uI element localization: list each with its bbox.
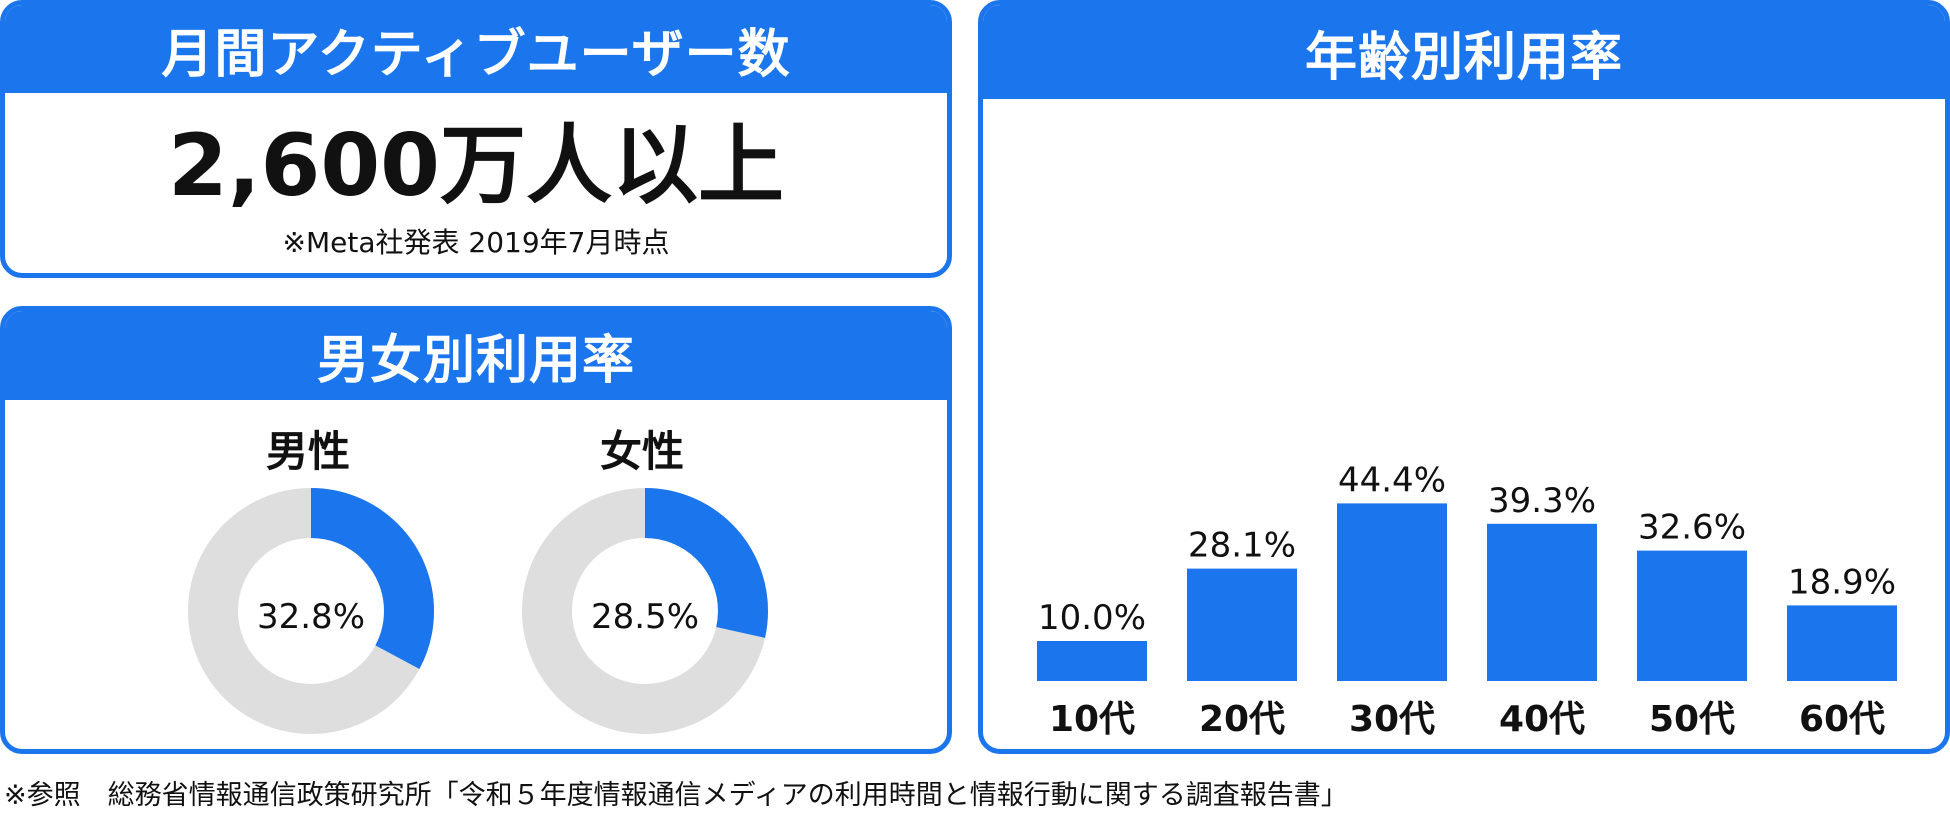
male-label: 男性 [265,427,350,476]
gender-panel: 男女別利用率 男性 32.8% 女性 28.5% [0,306,952,754]
category-label: 30代 [1349,699,1435,740]
age-panel: 年齢別利用率 10.0% 10代 28.1% 20代 44.4% 30代 39.3% 40代 3… [978,0,1950,754]
bar-10代 [1037,641,1147,681]
category-label: 60代 [1799,699,1885,740]
bar-40代 [1487,523,1597,681]
mau-title: 月間アクティブユーザー数 [5,5,947,93]
mau-note: ※Meta社発表 2019年7月時点 [282,226,670,259]
female-label: 女性 [599,427,684,476]
bar-value-label: 28.1% [1188,526,1296,566]
bar-60代 [1787,605,1897,681]
male-percentage: 32.8% [256,597,365,637]
category-label: 20代 [1199,699,1285,740]
mau-panel: 月間アクティブユーザー数 2,600万人以上 ※Meta社発表 2019年7月時… [0,0,952,278]
source-footnote: ※参照 総務省情報通信政策研究所「令和５年度情報通信メディアの利用時間と情報行動… [4,780,1348,811]
male-donut-chart [188,488,434,734]
donut-value-arc [188,488,434,734]
category-label: 40代 [1499,699,1585,740]
bar-value-label: 18.9% [1788,562,1896,602]
bar-50代 [1637,550,1747,681]
bar-value-label: 32.6% [1638,508,1746,548]
bar-30代 [1337,503,1447,681]
donut-value-arc [522,488,768,734]
mau-value: 2,600万人以上 [167,116,785,216]
female-percentage: 28.5% [590,597,699,637]
gender-title: 男女別利用率 [5,311,947,400]
bar-value-label: 44.4% [1338,460,1446,500]
category-label: 50代 [1649,699,1735,740]
bar-20代 [1187,568,1297,681]
category-label: 10代 [1049,699,1135,740]
female-donut-chart [522,488,768,734]
age-bar-chart: 10.0% 10代 28.1% 20代 44.4% 30代 39.3% 40代 32.6% 50代… [1037,460,1897,740]
bar-value-label: 39.3% [1488,481,1596,521]
age-title: 年齢別利用率 [983,5,1945,99]
bar-value-label: 10.0% [1038,598,1146,638]
